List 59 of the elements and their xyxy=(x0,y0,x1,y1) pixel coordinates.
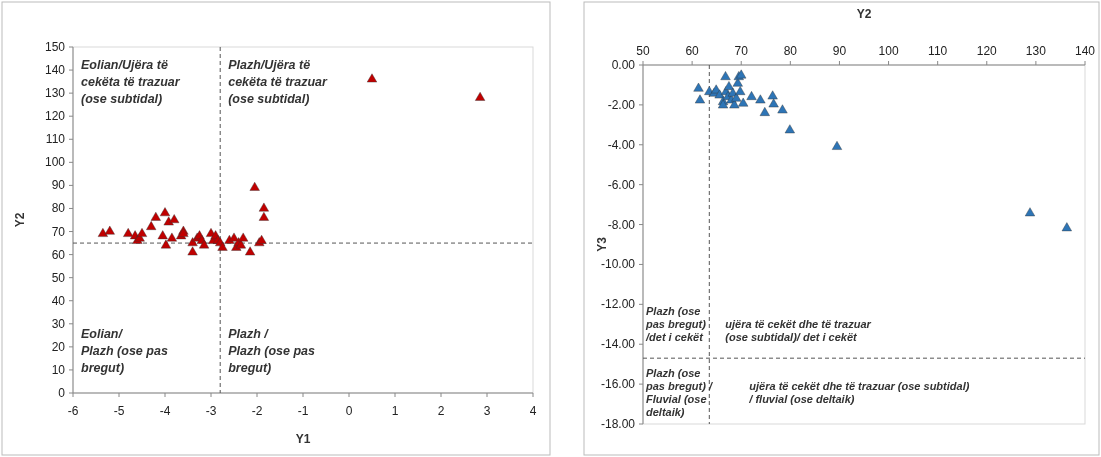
x-tick-label: 60 xyxy=(685,44,700,58)
y-axis-title: Y3 xyxy=(595,236,609,252)
y-tick-label: 140 xyxy=(44,63,66,78)
y-tick-label: 150 xyxy=(44,40,66,54)
y-tick-label: -14.00 xyxy=(600,337,636,352)
annotation: ujëra të cekët dhe të trazuar (ose subtidal)/ det i cekët xyxy=(725,318,872,344)
x-tick-label: -6 xyxy=(67,404,79,418)
x-tick-label: 4 xyxy=(529,404,537,418)
y-tick-label: 70 xyxy=(51,224,66,239)
y-tick-label: 60 xyxy=(51,247,66,262)
y-tick-label: 110 xyxy=(45,132,66,147)
x-tick-label: 110 xyxy=(928,44,948,58)
y-tick-label: 120 xyxy=(44,109,66,124)
y-tick-label: -18.00 xyxy=(600,417,636,431)
y-tick-label: 10 xyxy=(51,362,66,377)
y-tick-label: -6.00 xyxy=(607,177,636,192)
x-tick-label: 0 xyxy=(345,404,353,418)
annotation: ujëra të cekët dhe të trazuar (ose subtidal) / fluvial (ose deltaik) xyxy=(748,380,970,406)
y-tick-label: 80 xyxy=(51,201,66,216)
annotation: Eolian/Ujëra të cekëta të trazuar (ose subtidal) xyxy=(81,58,181,106)
x-tick-label: 120 xyxy=(976,44,998,58)
y-tick-label: -16.00 xyxy=(600,377,636,392)
y-tick-label: -10.00 xyxy=(600,257,636,272)
x-tick-label: -1 xyxy=(297,404,309,418)
y-tick-label: 0 xyxy=(58,386,66,400)
y-tick-label: -12.00 xyxy=(600,297,636,312)
x-axis-title: Y1 xyxy=(295,432,311,446)
annotation: Plazh (ose pas bregut) /det i cekët xyxy=(645,305,707,344)
y-tick-label: 40 xyxy=(51,293,66,308)
y-tick-label: 30 xyxy=(51,316,66,331)
x-tick-label: 2 xyxy=(437,404,445,418)
x-axis-title: Y2 xyxy=(856,7,872,21)
y-tick-label: 50 xyxy=(51,270,66,285)
y-tick-label: 100 xyxy=(44,155,66,170)
x-tick-label: 100 xyxy=(878,44,899,58)
y-tick-label: 0.00 xyxy=(611,58,636,72)
x-tick-label: 80 xyxy=(783,44,798,58)
annotation: Plazh / Plazh (ose pas bregut) xyxy=(228,327,316,375)
y-tick-label: -2.00 xyxy=(607,97,636,112)
x-tick-label: 1 xyxy=(391,404,399,418)
annotation: Eolian/ Plazh (ose pas bregut) xyxy=(81,327,168,375)
x-tick-label: 70 xyxy=(734,44,749,58)
x-tick-label: 130 xyxy=(1025,44,1047,58)
y-tick-label: 130 xyxy=(44,86,66,101)
x-tick-label: -3 xyxy=(205,404,217,418)
x-tick-label: -2 xyxy=(251,404,263,418)
x-tick-label: -4 xyxy=(159,404,171,418)
x-tick-label: -5 xyxy=(113,404,125,418)
y-tick-label: 20 xyxy=(51,339,66,354)
x-tick-label: 50 xyxy=(636,44,650,58)
y-tick-label: -4.00 xyxy=(607,137,636,152)
annotation: Plazh/Ujëra të cekëta të trazuar (ose subtidal) xyxy=(228,58,328,106)
x-tick-label: 3 xyxy=(483,404,491,418)
x-tick-label: 90 xyxy=(832,44,847,58)
x-tick-label: 140 xyxy=(1074,44,1096,58)
y-tick-label: -8.00 xyxy=(607,217,636,232)
y-tick-label: 90 xyxy=(51,178,66,193)
y-axis-title: Y2 xyxy=(13,212,27,228)
annotation: Plazh (ose pas bregut) / Fluvial (ose deltaik) xyxy=(645,367,714,419)
